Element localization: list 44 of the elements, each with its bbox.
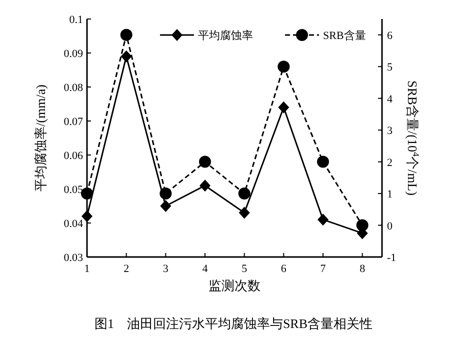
point (238, 188, 250, 200)
x-tick-label: 5 (242, 263, 248, 275)
y2-tick-label: -1 (387, 252, 396, 264)
x-tick-label: 4 (202, 263, 208, 275)
point (238, 206, 250, 219)
y-tick-label: 0.06 (64, 150, 84, 162)
y2-tick-label: 6 (387, 30, 393, 42)
y2-tick-label: 5 (387, 62, 393, 74)
point (278, 101, 290, 114)
x-tick-label: 2 (124, 263, 130, 275)
point (278, 60, 290, 73)
point (199, 156, 211, 168)
x-tick-label: 7 (320, 263, 326, 275)
y2-tick-label: 2 (387, 156, 392, 169)
y2-tick-label: 0 (387, 220, 393, 232)
point (81, 188, 93, 200)
x-tick-label: 6 (280, 263, 287, 275)
y2-tick-label: 3 (387, 125, 393, 138)
point (160, 188, 172, 200)
x-tick-label: 1 (84, 263, 90, 275)
point (356, 219, 368, 232)
point (82, 210, 92, 222)
x-tick-label: 3 (162, 263, 169, 275)
y2-tick-label: 1 (387, 188, 392, 201)
point (318, 214, 328, 226)
y-tick-label: 0.05 (64, 184, 84, 196)
y-tick-label: 0.04 (64, 218, 84, 230)
point (160, 200, 172, 212)
point (120, 50, 132, 62)
y-axis-title: 平均腐蚀率/(mm/a) (33, 84, 48, 192)
y-tick-label: 0.03 (64, 252, 84, 264)
y-tick-label: 0.1 (69, 14, 83, 26)
x-axis-title: 监测次数 (208, 278, 260, 293)
y-tick-label: 0.07 (64, 116, 84, 128)
text: 图1 油田回注污水平均腐蚀率与SRB含量相关性 (94, 316, 373, 331)
legend-label: 平均腐蚀率 (198, 29, 253, 42)
y-tick-label: 0.09 (64, 48, 84, 60)
x-tick-label: 8 (360, 263, 366, 275)
point (317, 156, 329, 168)
y-tick-label: 0.08 (64, 82, 84, 94)
point (120, 28, 132, 41)
y2-tick-label: 4 (387, 93, 393, 106)
legend-label: SRB含量 (323, 29, 366, 42)
point (200, 180, 210, 192)
